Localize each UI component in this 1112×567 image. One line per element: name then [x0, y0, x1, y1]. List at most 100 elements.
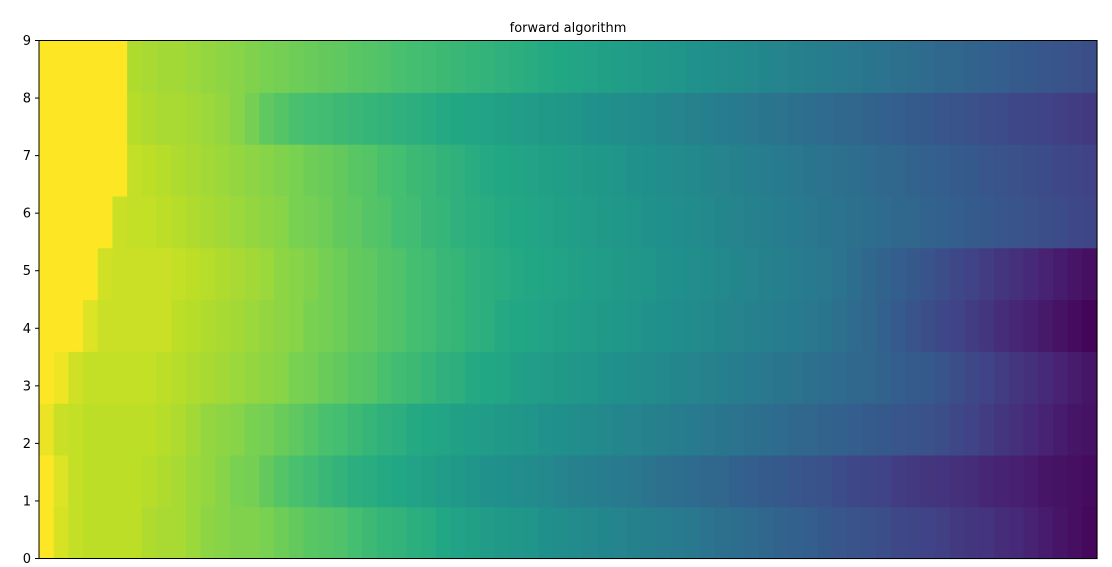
heatmap-cell: [303, 351, 319, 404]
heatmap-cell: [568, 403, 584, 456]
heatmap-cell: [670, 299, 687, 352]
heatmap-cell: [685, 454, 701, 508]
heatmap-cell: [39, 454, 55, 508]
heatmap-cell: [68, 299, 84, 352]
heatmap-cell: [714, 144, 731, 197]
heatmap-cell: [773, 351, 790, 404]
heatmap-cell: [538, 40, 554, 93]
heatmap-cell: [568, 506, 584, 560]
heatmap-cell: [1038, 40, 1054, 93]
heatmap-cell: [68, 40, 84, 93]
heatmap-cell: [964, 40, 981, 93]
heatmap-cell: [964, 403, 981, 456]
heatmap-cell: [200, 403, 216, 456]
heatmap-cell: [905, 506, 922, 560]
heatmap-cell: [465, 40, 481, 93]
heatmap-cell: [773, 195, 790, 249]
heatmap-cell: [759, 247, 775, 301]
heatmap-cell: [171, 506, 187, 560]
heatmap-cell: [1052, 454, 1069, 508]
heatmap-cell: [332, 351, 349, 404]
chart-title: forward algorithm: [510, 21, 627, 36]
heatmap-cell: [347, 454, 363, 508]
heatmap-cell: [553, 506, 569, 560]
heatmap-cell: [274, 144, 290, 197]
heatmap-cell: [376, 195, 393, 249]
heatmap-cell: [303, 92, 319, 145]
heatmap-cell: [450, 195, 466, 249]
heatmap-cell: [288, 506, 305, 560]
heatmap-cell: [479, 454, 496, 508]
heatmap-cell: [1023, 247, 1039, 301]
heatmap-cell: [303, 40, 319, 93]
heatmap-cell: [597, 40, 613, 93]
heatmap-cell: [450, 506, 466, 560]
heatmap-cell: [920, 403, 936, 456]
heatmap-cell: [406, 351, 422, 404]
heatmap-cell: [979, 40, 995, 93]
heatmap-cell: [1023, 351, 1039, 404]
heatmap-cell: [406, 195, 422, 249]
heatmap-cell: [406, 92, 422, 145]
heatmap-cell: [832, 403, 848, 456]
heatmap-cell: [979, 454, 995, 508]
y-tick-label: 2: [23, 437, 31, 452]
heatmap-cell: [1038, 299, 1054, 352]
heatmap-cell: [406, 299, 422, 352]
heatmap-cell: [582, 299, 598, 352]
heatmap-cell: [406, 506, 422, 560]
heatmap-cell: [421, 454, 437, 508]
heatmap-cell: [244, 195, 261, 249]
heatmap-cell: [847, 247, 863, 301]
heatmap-cell: [1067, 454, 1083, 508]
heatmap-cell: [582, 506, 598, 560]
heatmap-cell: [391, 403, 407, 456]
heatmap-cell: [68, 144, 84, 197]
heatmap-cell: [538, 403, 554, 456]
heatmap-cell: [230, 40, 246, 93]
heatmap-cell: [656, 506, 672, 560]
heatmap-cell: [817, 247, 834, 301]
heatmap-cell: [156, 403, 172, 456]
heatmap-cell: [68, 92, 84, 145]
heatmap-cell: [230, 351, 246, 404]
heatmap-cell: [759, 403, 775, 456]
heatmap-cell: [1038, 247, 1054, 301]
y-tick-label: 0: [23, 552, 31, 567]
heatmap-cell: [83, 195, 99, 249]
heatmap-cell: [185, 195, 202, 249]
heatmap-cell: [97, 92, 114, 145]
heatmap-cell: [920, 247, 936, 301]
heatmap-cell: [538, 506, 554, 560]
heatmap-cell: [376, 144, 393, 197]
heatmap-cell: [788, 351, 804, 404]
heatmap-cell: [156, 144, 172, 197]
heatmap-cell: [641, 247, 657, 301]
heatmap-cell: [876, 351, 892, 404]
heatmap-cell: [406, 40, 422, 93]
heatmap-cell: [450, 299, 466, 352]
heatmap-cell: [479, 92, 496, 145]
heatmap-cell: [964, 299, 981, 352]
heatmap-cell: [332, 299, 349, 352]
heatmap-cell: [979, 403, 995, 456]
heatmap-cell: [494, 506, 510, 560]
heatmap-cell: [612, 351, 628, 404]
heatmap-cell: [1052, 351, 1069, 404]
heatmap-cell: [920, 195, 936, 249]
heatmap-cell: [200, 195, 216, 249]
heatmap-cell: [435, 299, 452, 352]
heatmap-cell: [920, 454, 936, 508]
heatmap-cell: [744, 299, 760, 352]
heatmap-cell: [685, 299, 701, 352]
heatmap-cell: [1067, 299, 1083, 352]
heatmap-cell: [156, 299, 172, 352]
heatmap-cell: [332, 195, 349, 249]
heatmap-cell: [391, 92, 407, 145]
heatmap-cell: [185, 247, 202, 301]
heatmap-cell: [303, 299, 319, 352]
heatmap-cell: [788, 403, 804, 456]
heatmap-cell: [97, 40, 114, 93]
heatmap-cell: [347, 247, 363, 301]
heatmap-cell: [332, 403, 349, 456]
